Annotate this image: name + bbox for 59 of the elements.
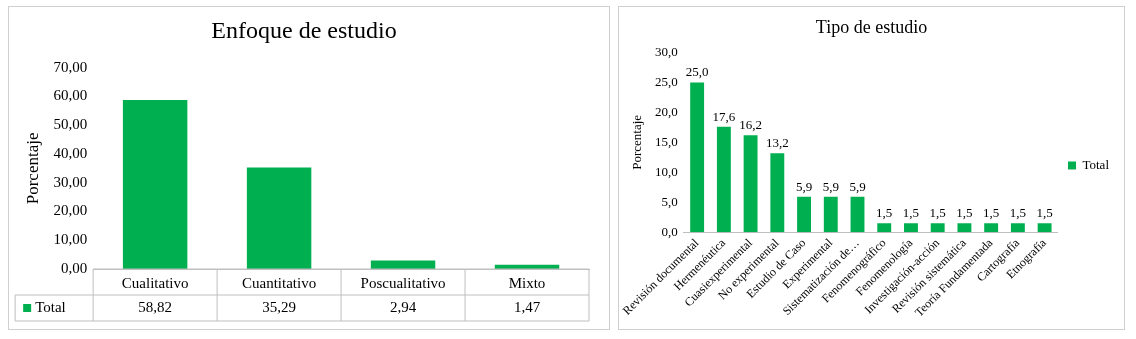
chart-title: Tipo de estudio (815, 16, 928, 37)
data-label: 5,9 (849, 178, 866, 194)
bar (1037, 223, 1052, 233)
data-label: 5,9 (822, 178, 839, 194)
bar (770, 153, 785, 233)
bar (716, 126, 731, 233)
y-tick-label: 5,0 (661, 193, 678, 209)
y-tick-label: 10,00 (53, 231, 88, 248)
data-label: 2,94 (389, 298, 417, 315)
data-label: 58,82 (138, 298, 173, 315)
y-tick-label: 70,00 (53, 58, 88, 75)
bar (122, 99, 188, 269)
bar (690, 82, 705, 233)
data-label: 1,5 (956, 205, 973, 221)
data-label: 5,9 (795, 178, 813, 194)
y-tick-label: 25,0 (655, 73, 678, 89)
y-tick-label: 50,00 (53, 116, 88, 133)
data-label: 1,47 (513, 298, 541, 315)
y-axis-title: Porcentaje (628, 114, 644, 170)
y-tick-label: 0,0 (661, 223, 678, 239)
bar (904, 223, 918, 233)
bar (246, 167, 312, 269)
bar (877, 223, 892, 233)
y-tick-label: 10,0 (655, 163, 678, 179)
data-label: 17,6 (712, 108, 736, 124)
x-tick-label: Poscualitativo (360, 274, 446, 291)
bar (984, 223, 999, 233)
y-tick-label: 40,00 (53, 144, 88, 161)
y-tick-label: 30,00 (53, 173, 88, 190)
x-tick-label: Mixto (508, 274, 546, 291)
y-tick-label: 20,0 (655, 103, 678, 119)
x-tick-label: Cuantitativo (242, 274, 317, 291)
bar (850, 196, 865, 233)
y-tick-label: 20,00 (53, 202, 88, 219)
y-axis-title: Porcentaje (22, 132, 42, 205)
data-label: 25,0 (685, 64, 709, 80)
data-label: 13,2 (765, 135, 789, 151)
y-tick-label: 30,0 (655, 44, 678, 60)
data-label: 1,5 (983, 205, 1000, 221)
data-label: 16,2 (739, 117, 762, 133)
data-label: 35,29 (262, 298, 296, 315)
bar (1010, 223, 1025, 233)
bar (957, 223, 972, 233)
y-tick-label: 0,00 (60, 259, 88, 276)
data-label: 1,5 (929, 205, 946, 221)
bar (797, 196, 811, 233)
bar (823, 196, 838, 233)
y-tick-label: 15,0 (655, 133, 678, 149)
bar (743, 135, 758, 233)
data-label: 1,5 (876, 205, 893, 221)
legend-label: Total (1082, 156, 1110, 172)
y-tick-label: 60,00 (53, 87, 88, 104)
bar (930, 223, 945, 233)
legend-label: Total (35, 298, 66, 315)
data-label: 1,5 (1009, 205, 1027, 221)
data-label: 1,5 (902, 205, 920, 221)
x-tick-label: Cualitativo (121, 274, 189, 291)
chart-title: Enfoque de estudio (211, 16, 397, 43)
data-label: 1,5 (1036, 205, 1053, 221)
